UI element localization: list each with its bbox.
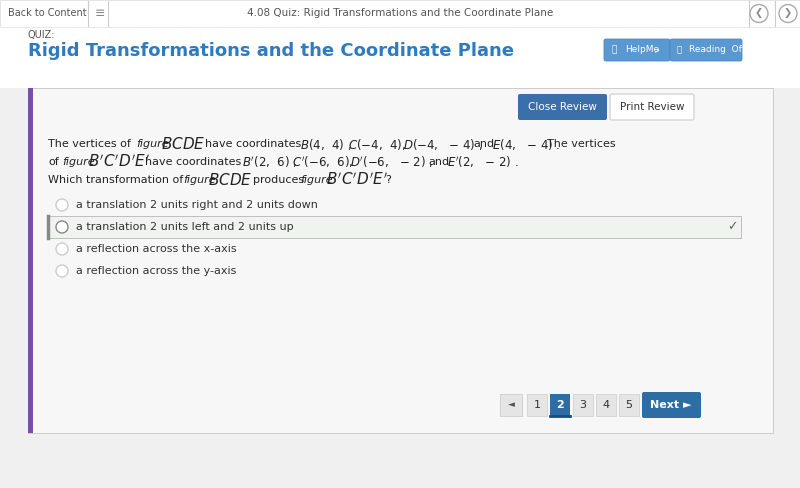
Text: Close Review: Close Review <box>527 102 597 112</box>
Text: ≡: ≡ <box>95 7 106 20</box>
FancyBboxPatch shape <box>573 394 593 416</box>
Text: have coordinates: have coordinates <box>145 157 242 167</box>
Text: of: of <box>48 157 58 167</box>
Text: ?: ? <box>385 175 391 185</box>
Text: a reflection across the y-axis: a reflection across the y-axis <box>76 266 236 276</box>
Text: have coordinates: have coordinates <box>205 139 302 149</box>
Text: figure: figure <box>62 157 94 167</box>
Circle shape <box>56 243 68 255</box>
Text: ◄: ◄ <box>507 401 514 409</box>
Text: $\mathit{C'}$(−6,  6),: $\mathit{C'}$(−6, 6), <box>292 154 354 170</box>
FancyBboxPatch shape <box>48 216 741 238</box>
Text: ✋: ✋ <box>612 45 618 55</box>
Text: $\mathit{BCDE}$: $\mathit{BCDE}$ <box>161 136 206 152</box>
Circle shape <box>56 265 68 277</box>
Text: $\mathit{C}$(−4,  4),: $\mathit{C}$(−4, 4), <box>348 137 406 151</box>
FancyBboxPatch shape <box>28 88 33 433</box>
Text: $\mathit{B}$(4,  4) ,: $\mathit{B}$(4, 4) , <box>300 137 352 151</box>
Text: 4: 4 <box>602 400 610 410</box>
Text: $\mathit{B'C'D'E'}$: $\mathit{B'C'D'E'}$ <box>326 172 388 188</box>
Text: Back to Content: Back to Content <box>8 8 86 19</box>
FancyBboxPatch shape <box>642 392 701 418</box>
Text: Next ►: Next ► <box>650 400 692 410</box>
Text: figure: figure <box>300 175 333 185</box>
Text: a translation 2 units right and 2 units down: a translation 2 units right and 2 units … <box>76 200 318 210</box>
FancyBboxPatch shape <box>0 27 800 88</box>
FancyBboxPatch shape <box>596 394 616 416</box>
Text: HelpMe: HelpMe <box>625 45 659 55</box>
FancyBboxPatch shape <box>670 39 742 61</box>
Text: 2: 2 <box>556 400 564 410</box>
Text: $\mathit{D}$(−4,   − 4) ,: $\mathit{D}$(−4, − 4) , <box>403 137 483 151</box>
Text: 🔊: 🔊 <box>677 45 682 55</box>
Text: ↗: ↗ <box>654 48 660 54</box>
Text: a reflection across the x-axis: a reflection across the x-axis <box>76 244 237 254</box>
FancyBboxPatch shape <box>28 88 773 433</box>
FancyBboxPatch shape <box>500 394 522 416</box>
Text: ❮: ❮ <box>755 8 763 19</box>
Text: ❯: ❯ <box>784 8 792 19</box>
Text: ✓: ✓ <box>726 221 738 233</box>
Text: and: and <box>473 139 494 149</box>
Text: The vertices of: The vertices of <box>48 139 131 149</box>
FancyBboxPatch shape <box>550 394 570 416</box>
Text: 3: 3 <box>579 400 586 410</box>
Text: 5: 5 <box>626 400 633 410</box>
FancyBboxPatch shape <box>610 94 694 120</box>
Circle shape <box>56 221 68 233</box>
Text: Which transformation of: Which transformation of <box>48 175 183 185</box>
Text: $\mathit{E}$(4,   − 4) .: $\mathit{E}$(4, − 4) . <box>492 137 560 151</box>
Text: figure: figure <box>136 139 169 149</box>
Text: Reading  Off: Reading Off <box>689 45 745 55</box>
Text: $\mathit{B'C'D'E'}$: $\mathit{B'C'D'E'}$ <box>88 154 150 170</box>
Text: $\mathit{D'}$(−6,   − 2) ,: $\mathit{D'}$(−6, − 2) , <box>350 154 434 170</box>
FancyBboxPatch shape <box>604 39 670 61</box>
Text: and: and <box>428 157 449 167</box>
Text: 4.08 Quiz: Rigid Transformations and the Coordinate Plane: 4.08 Quiz: Rigid Transformations and the… <box>247 8 553 19</box>
FancyBboxPatch shape <box>619 394 639 416</box>
Circle shape <box>56 199 68 211</box>
FancyBboxPatch shape <box>527 394 547 416</box>
Text: $\mathit{E'}$(2,   − 2) .: $\mathit{E'}$(2, − 2) . <box>447 154 518 170</box>
Text: $\mathit{BCDE}$: $\mathit{BCDE}$ <box>208 172 253 188</box>
Text: Rigid Transformations and the Coordinate Plane: Rigid Transformations and the Coordinate… <box>28 42 514 60</box>
Text: 1: 1 <box>534 400 541 410</box>
Text: figure: figure <box>183 175 216 185</box>
Text: Print Review: Print Review <box>620 102 684 112</box>
FancyBboxPatch shape <box>518 94 607 120</box>
Text: QUIZ:: QUIZ: <box>28 30 55 40</box>
Text: a translation 2 units left and 2 units up: a translation 2 units left and 2 units u… <box>76 222 294 232</box>
Text: $\mathit{B'}$(2,  6) ,: $\mathit{B'}$(2, 6) , <box>242 154 298 170</box>
FancyBboxPatch shape <box>0 0 800 27</box>
Text: produces: produces <box>253 175 304 185</box>
Text: The vertices: The vertices <box>547 139 616 149</box>
